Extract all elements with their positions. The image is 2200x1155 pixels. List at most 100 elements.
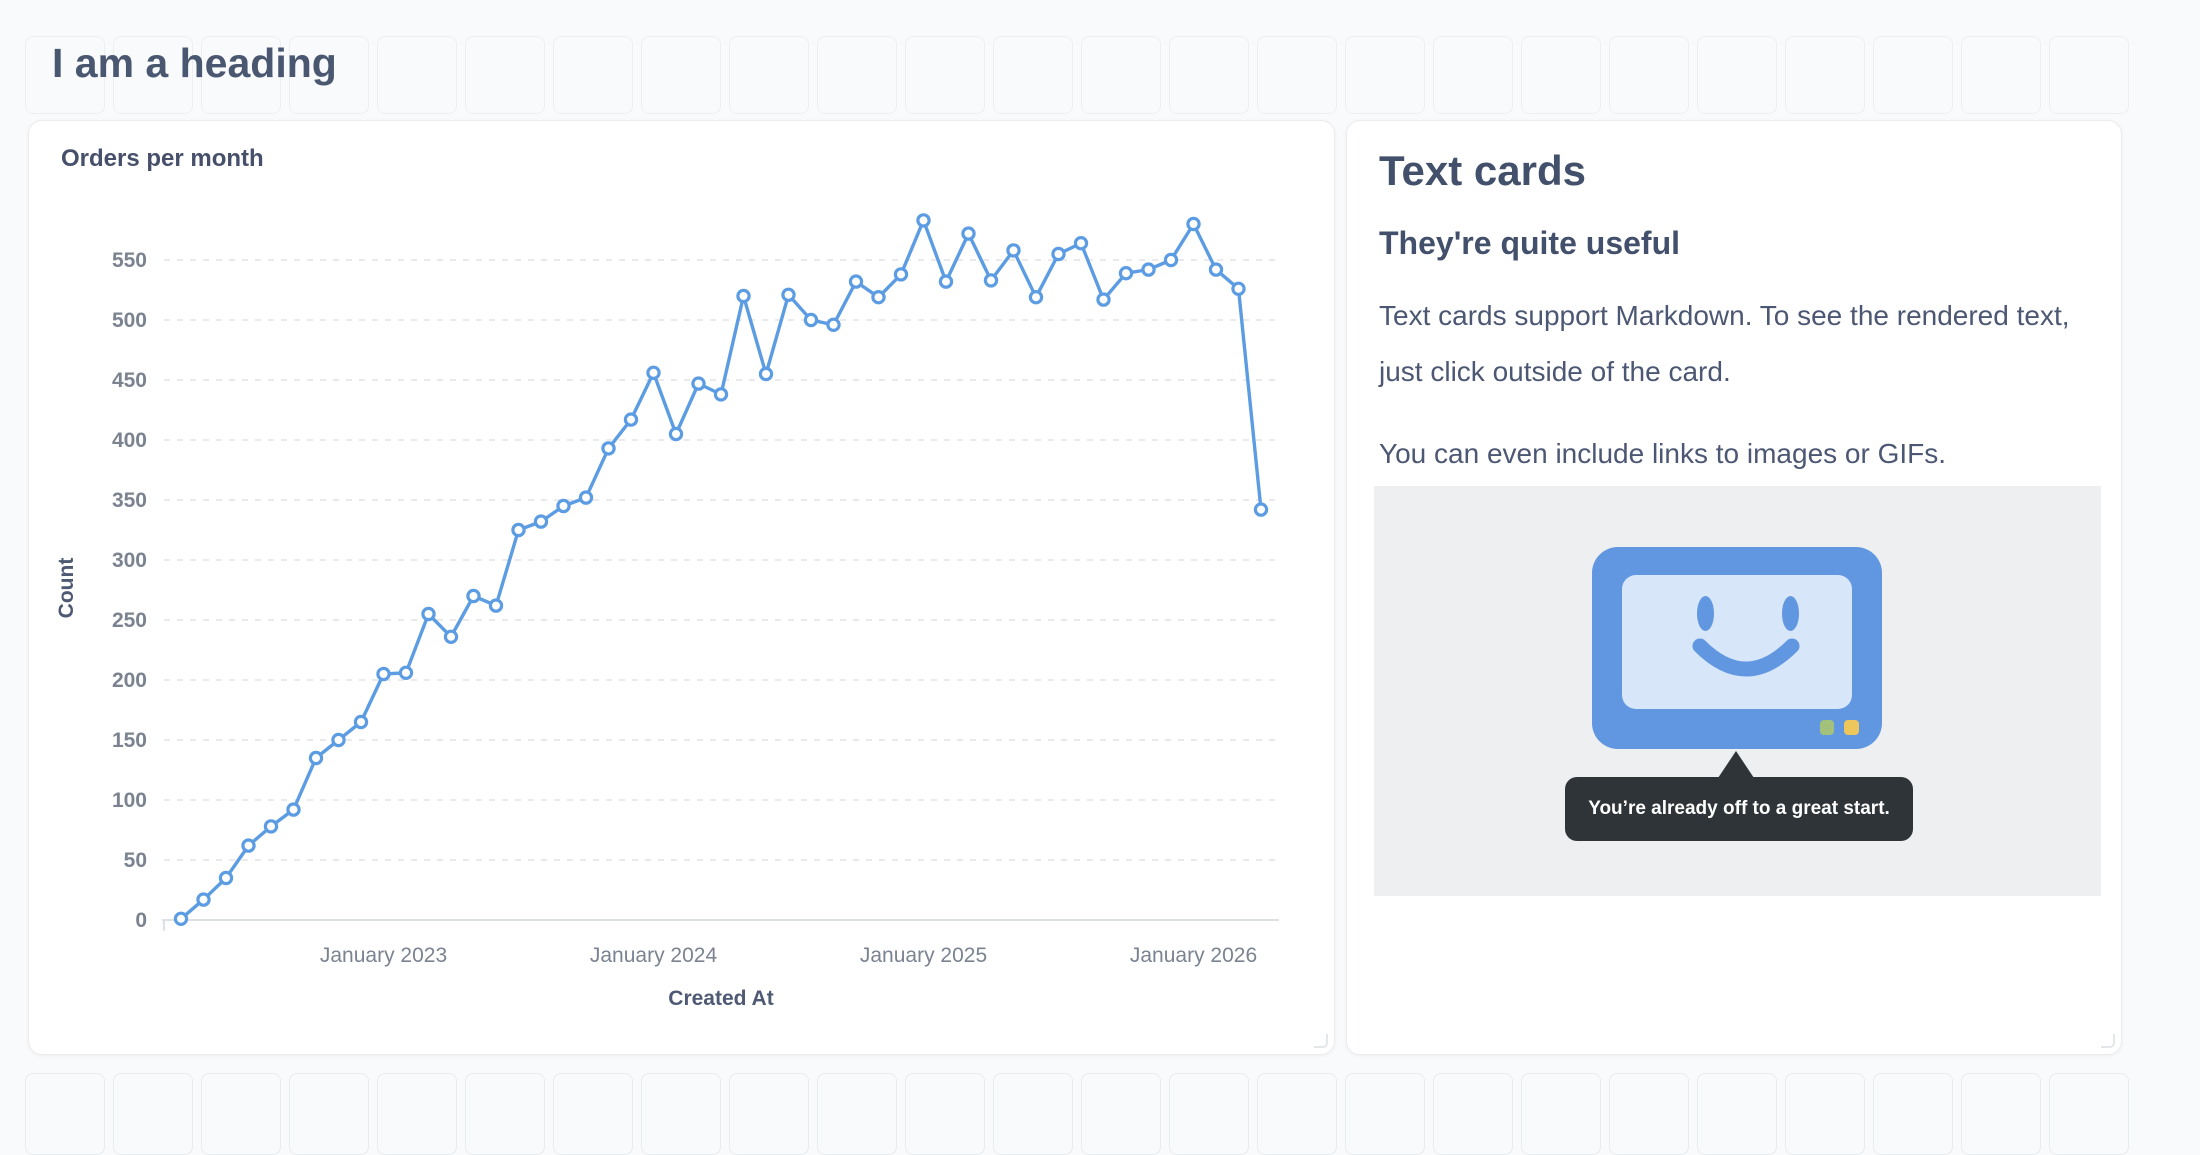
grid-cell <box>1785 1073 1865 1155</box>
data-point[interactable] <box>1051 246 1066 262</box>
data-point[interactable] <box>376 666 391 682</box>
text-card-subheading: They're quite useful <box>1379 225 1680 261</box>
grid-cell <box>993 1073 1073 1155</box>
x-tick-label: January 2025 <box>860 944 987 967</box>
data-point[interactable] <box>1231 281 1246 296</box>
data-point[interactable] <box>961 226 976 241</box>
text-card[interactable]: Text cards They're quite useful Text car… <box>1346 120 2122 1055</box>
tooltip-pointer <box>1718 751 1754 778</box>
data-point[interactable] <box>736 288 751 304</box>
grid-cell <box>641 36 721 114</box>
text-card-paragraph-2: You can even include links to images or … <box>1379 438 1947 469</box>
data-point[interactable] <box>1163 252 1179 268</box>
monitor-button-green <box>1820 720 1834 735</box>
grid-cell <box>1873 1073 1953 1155</box>
data-point[interactable] <box>218 870 234 886</box>
data-point[interactable] <box>286 802 301 817</box>
grid-cell <box>113 36 193 114</box>
grid-cell <box>1697 36 1777 114</box>
grid-cell <box>817 36 897 114</box>
data-point[interactable] <box>578 490 594 505</box>
data-point[interactable] <box>1006 243 1021 258</box>
illustration-image: You’re already off to a great start. <box>1374 486 2101 896</box>
data-point[interactable] <box>781 287 796 302</box>
smiling-monitor-illustration <box>1592 547 1882 749</box>
grid-cell <box>113 1073 193 1155</box>
data-point[interactable] <box>421 606 436 622</box>
data-point[interactable] <box>1186 216 1201 232</box>
card-resize-handle[interactable] <box>2101 1034 2115 1048</box>
monitor-eye-left-icon <box>1697 596 1714 631</box>
chart-card[interactable]: 0 50 100 150 200 250 300 350 400 450 500 550 January… <box>28 120 1335 1055</box>
data-point[interactable] <box>826 317 841 332</box>
data-point[interactable] <box>308 750 324 766</box>
grid-cell <box>1257 36 1337 114</box>
monitor-eye-right-icon <box>1782 596 1799 631</box>
grid-cell <box>289 1073 369 1155</box>
grid-cell <box>1345 1073 1425 1155</box>
text-card-content: Text cards They're quite useful Text car… <box>1347 147 2121 482</box>
data-point[interactable] <box>646 365 661 380</box>
data-point[interactable] <box>1028 289 1044 305</box>
data-point[interactable] <box>938 274 954 289</box>
grid-cell <box>729 36 809 114</box>
data-point[interactable] <box>871 289 886 305</box>
grid-cell <box>1521 1073 1601 1155</box>
data-point[interactable] <box>983 273 999 288</box>
data-point[interactable] <box>353 714 369 730</box>
data-point[interactable] <box>556 498 571 514</box>
data-point[interactable] <box>1253 502 1269 517</box>
data-point[interactable] <box>466 588 481 604</box>
data-point[interactable] <box>691 376 706 391</box>
data-point[interactable] <box>398 665 414 681</box>
orders-line-chart[interactable]: 0 50 100 150 200 250 300 350 400 450 500 550 January… <box>29 121 1334 1054</box>
data-point[interactable] <box>803 312 819 328</box>
data-point[interactable] <box>601 441 616 456</box>
grid-cell <box>729 1073 809 1155</box>
data-point[interactable] <box>758 366 774 382</box>
data-point[interactable] <box>848 274 864 289</box>
data-point[interactable] <box>1073 235 1089 251</box>
grid-cell <box>465 1073 545 1155</box>
data-point[interactable] <box>488 598 504 613</box>
grid-cell <box>905 1073 985 1155</box>
data-point[interactable] <box>1208 262 1224 277</box>
data-point[interactable] <box>173 911 189 927</box>
y-tick-label: 150 <box>112 729 147 752</box>
data-point[interactable] <box>533 514 549 529</box>
grid-cell <box>553 36 633 114</box>
data-point[interactable] <box>331 732 346 748</box>
y-tick-label: 0 <box>135 909 147 932</box>
data-point[interactable] <box>1118 265 1134 281</box>
grid-cell <box>25 36 105 114</box>
y-tick-label: 400 <box>112 429 147 452</box>
chart-card-title: Orders per month <box>61 145 264 172</box>
text-card-heading: Text cards <box>1379 147 1586 194</box>
data-point[interactable] <box>263 819 279 834</box>
grid-cell <box>377 1073 457 1155</box>
data-point[interactable] <box>1096 292 1111 307</box>
data-point[interactable] <box>668 426 684 442</box>
grid-cell <box>1081 36 1161 114</box>
speech-tooltip: You’re already off to a great start. <box>1565 751 1913 841</box>
y-tick-label: 50 <box>124 849 147 872</box>
x-tick-label: January 2024 <box>590 944 718 967</box>
y-tick-label: 500 <box>112 309 147 332</box>
card-resize-handle[interactable] <box>1314 1034 1328 1048</box>
data-point[interactable] <box>713 387 729 402</box>
data-point[interactable] <box>511 522 526 538</box>
data-point[interactable] <box>893 267 909 282</box>
data-point[interactable] <box>241 838 256 853</box>
data-point[interactable] <box>196 892 211 907</box>
data-point[interactable] <box>623 412 639 427</box>
grid-cell <box>289 36 369 114</box>
data-point[interactable] <box>443 629 459 644</box>
data-point[interactable] <box>916 213 931 228</box>
grid-cell <box>465 36 545 114</box>
data-point[interactable] <box>1141 262 1156 277</box>
grid-cell <box>1785 36 1865 114</box>
dashboard-heading[interactable]: I am a heading <box>52 40 337 86</box>
monitor-screen <box>1622 575 1852 709</box>
grid-cell <box>1257 1073 1337 1155</box>
grid-cell <box>1169 1073 1249 1155</box>
